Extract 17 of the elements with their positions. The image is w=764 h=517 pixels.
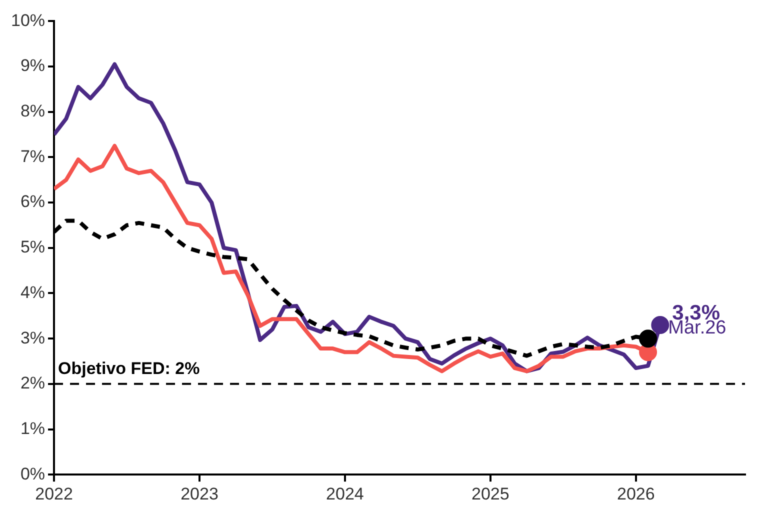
y-tick-label: 5% xyxy=(20,238,46,257)
y-tick-label: 0% xyxy=(20,464,46,484)
y-tick-label: 8% xyxy=(20,102,46,121)
y-tick-label: 2% xyxy=(20,374,46,393)
y-tick-label: 10% xyxy=(10,10,46,30)
y-tick-label: 3% xyxy=(20,328,46,348)
x-tick-label: 2023 xyxy=(180,484,218,504)
x-tick-label: 2026 xyxy=(616,484,655,504)
y-tick-label: 7% xyxy=(20,146,46,166)
y-tick-label: 4% xyxy=(20,282,46,302)
ref-line-label: Objetivo FED: 2% xyxy=(58,359,200,378)
x-tick-label: 2024 xyxy=(326,484,364,504)
x-tick-label: 2022 xyxy=(35,484,73,504)
x-tick-label: 2025 xyxy=(472,484,510,504)
y-tick-label: 6% xyxy=(20,192,46,212)
y-tick-label: 1% xyxy=(20,418,46,438)
y-tick-label: 9% xyxy=(20,56,46,76)
